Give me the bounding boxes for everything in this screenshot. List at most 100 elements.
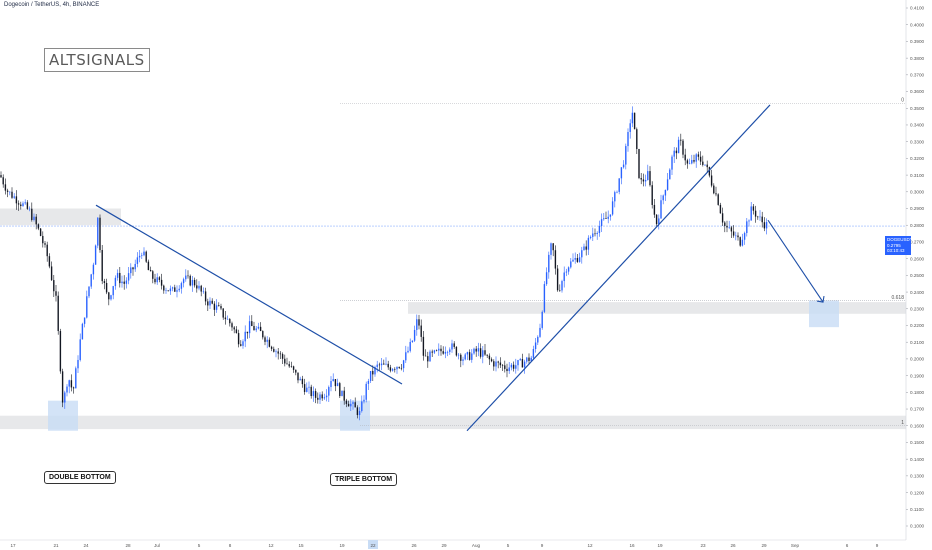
candle-body xyxy=(180,283,183,289)
candle-body xyxy=(75,368,77,389)
badge-countdown: 03:10:43 xyxy=(887,248,905,253)
candle-body xyxy=(125,280,128,284)
candle-body xyxy=(198,285,200,289)
candle-body xyxy=(523,361,526,368)
candle-body xyxy=(108,292,110,300)
candle-body xyxy=(158,277,161,280)
candle-body xyxy=(147,261,150,271)
candle-body xyxy=(235,329,238,334)
candle-body xyxy=(603,218,605,220)
y-tick-label: 0.1000 xyxy=(910,524,924,529)
candle-body xyxy=(244,331,246,342)
candle-body xyxy=(389,367,392,371)
candle-body xyxy=(757,216,759,218)
candle-body xyxy=(167,290,169,292)
candle-body xyxy=(42,235,44,244)
altsignals-logo: ALTSIGNALS xyxy=(44,48,150,72)
projection-arrowhead xyxy=(816,295,825,303)
candle-body xyxy=(662,195,664,201)
candle-body xyxy=(350,403,352,407)
candle-body xyxy=(556,268,559,291)
candle-body xyxy=(554,250,557,269)
candle-body xyxy=(715,193,717,195)
candle-body xyxy=(270,346,273,349)
candle-body xyxy=(519,359,521,361)
candle-body xyxy=(611,201,614,215)
candle-body xyxy=(510,364,513,368)
candle-body xyxy=(152,271,154,279)
x-tick-label: 5 xyxy=(507,543,510,548)
candle-body xyxy=(61,371,64,403)
candle-body xyxy=(587,237,590,250)
candle-body xyxy=(495,361,497,367)
candle-body xyxy=(101,250,103,282)
candle-body xyxy=(189,275,191,286)
candle-body xyxy=(724,222,726,226)
candle-body xyxy=(224,317,227,320)
candle-body xyxy=(35,216,37,225)
y-tick-label: 0.1600 xyxy=(910,423,924,428)
candle-body xyxy=(594,233,596,235)
candle-body xyxy=(433,350,436,353)
candle-body xyxy=(141,255,143,256)
candle-body xyxy=(24,202,26,204)
candle-body xyxy=(407,350,409,353)
candle-body xyxy=(46,244,48,257)
candle-body xyxy=(424,355,427,357)
candle-body xyxy=(121,281,123,284)
candle-body xyxy=(268,339,271,347)
candle-body xyxy=(213,303,216,310)
triple-bottom-label: TRIPLE BOTTOM xyxy=(330,473,398,486)
candle-body xyxy=(457,354,460,356)
candle-body xyxy=(600,219,603,227)
x-tick-label: Sep xyxy=(791,543,800,548)
candle-body xyxy=(479,348,482,357)
candle-body xyxy=(737,235,739,238)
candle-body xyxy=(105,282,108,293)
candle-body xyxy=(561,281,563,291)
x-tick-label: 19 xyxy=(339,543,345,548)
candle-body xyxy=(310,386,312,397)
candle-body xyxy=(710,175,713,186)
candle-body xyxy=(114,277,117,287)
candle-body xyxy=(620,167,623,179)
y-tick-label: 0.3000 xyxy=(910,190,924,195)
candle-body xyxy=(299,378,301,381)
candle-body xyxy=(182,279,185,284)
candle-body xyxy=(508,367,510,372)
candle-body xyxy=(97,217,99,246)
candle-body xyxy=(301,378,304,385)
double-bottom-label: DOUBLE BOTTOM xyxy=(44,471,116,484)
candle-body xyxy=(592,233,594,237)
candle-body xyxy=(576,258,579,262)
candle-body xyxy=(218,305,220,307)
x-tick-label: 5 xyxy=(198,543,201,548)
candle-body xyxy=(50,266,53,281)
candle-body xyxy=(688,163,691,165)
candle-body xyxy=(37,224,40,229)
candle-body xyxy=(405,352,407,361)
candle-body xyxy=(77,359,79,369)
x-tick-label: 29 xyxy=(761,543,767,548)
y-tick-label: 0.1400 xyxy=(910,457,924,462)
chart-title: Dogecoin / TetherUS, 4h, BINANCE xyxy=(4,2,100,8)
candle-body xyxy=(365,383,367,400)
candle-body xyxy=(550,243,552,255)
x-tick-label: 24 xyxy=(83,543,89,548)
candle-body xyxy=(79,339,81,360)
candle-body xyxy=(504,365,506,369)
badge-price: 0.2795 xyxy=(887,242,901,248)
candle-body xyxy=(411,340,414,342)
candle-body xyxy=(33,216,35,220)
candle-body xyxy=(380,363,383,366)
candle-body xyxy=(323,397,326,399)
y-tick-label: 0.4000 xyxy=(910,22,924,27)
y-tick-label: 0.2100 xyxy=(910,340,924,345)
candle-body xyxy=(671,156,673,170)
candle-body xyxy=(537,336,539,343)
candle-body xyxy=(706,164,708,168)
candle-body xyxy=(638,148,640,179)
zone-support-zone xyxy=(0,415,906,430)
candles-layer xyxy=(0,106,768,421)
